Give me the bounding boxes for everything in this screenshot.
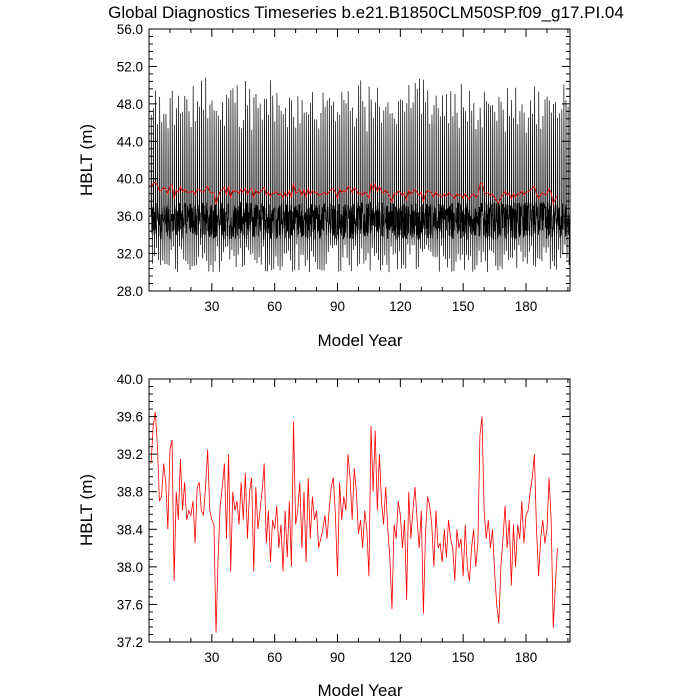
top-panel: 30 60 90 120 150 180 28.0 32.0 36.0 40.0 44.0 48.0 5…	[77, 22, 571, 350]
bottom-plot-frame	[148, 378, 571, 643]
bottom-x-tick-label: 150	[452, 650, 475, 665]
top-series-annual-mean-line	[150, 181, 558, 205]
bottom-x-tick-label: 120	[389, 650, 412, 665]
top-plot-lines	[150, 77, 570, 273]
top-y-tick-label: 52.0	[117, 59, 143, 74]
bottom-y-tick-label: 38.0	[117, 560, 143, 575]
bottom-x-axis-label: Model Year	[317, 681, 402, 700]
top-y-axis-label: HBLT (m)	[77, 124, 96, 196]
top-y-tick-label: 44.0	[117, 134, 143, 149]
bottom-y-tick-label: 39.6	[117, 410, 143, 425]
top-y-tick-label: 28.0	[117, 284, 143, 299]
bottom-plot-lines	[150, 411, 558, 633]
bottom-x-tick-label: 60	[267, 650, 282, 665]
top-y-tick-label: 32.0	[117, 247, 143, 262]
top-y-tick-label: 36.0	[117, 209, 143, 224]
bottom-y-tick-label: 40.0	[117, 372, 143, 387]
bottom-panel: 30 60 90 120 150 180 37.2 37.6 38.0 38.4 38.8 39.2 3…	[77, 372, 571, 700]
bottom-x-tick-label: 30	[204, 650, 219, 665]
bottom-tick-labels: 30 60 90 120 150 180 37.2 37.6 38.0 38.4 38.8 39.2 3…	[117, 372, 538, 665]
bottom-x-tick-label: 180	[515, 650, 538, 665]
top-x-tick-label: 120	[389, 299, 412, 314]
top-y-tick-label: 56.0	[117, 22, 143, 37]
top-x-tick-label: 150	[452, 299, 475, 314]
chart-title: Global Diagnostics Timeseries b.e21.B185…	[108, 3, 624, 22]
bottom-x-tick-label: 90	[330, 650, 345, 665]
top-plot-frame	[148, 28, 571, 292]
top-x-axis-label: Model Year	[317, 331, 402, 350]
top-axes	[148, 28, 571, 292]
bottom-axes	[148, 378, 571, 643]
bottom-y-tick-label: 38.8	[117, 485, 143, 500]
bottom-y-axis-label: HBLT (m)	[77, 474, 96, 546]
top-x-tick-label: 60	[267, 299, 282, 314]
bottom-y-tick-label: 37.2	[117, 635, 143, 650]
top-series-monthly-line	[150, 77, 570, 273]
top-tick-labels: 30 60 90 120 150 180 28.0 32.0 36.0 40.0 44.0 48.0 5…	[117, 22, 538, 314]
top-y-tick-label: 48.0	[117, 97, 143, 112]
bottom-y-tick-label: 38.4	[117, 522, 144, 537]
top-x-tick-label: 180	[515, 299, 538, 314]
bottom-y-tick-label: 37.6	[117, 597, 143, 612]
top-x-tick-label: 90	[330, 299, 345, 314]
top-y-tick-label: 40.0	[117, 172, 143, 187]
top-x-tick-label: 30	[204, 299, 219, 314]
bottom-series-annual-mean-line	[150, 411, 558, 633]
bottom-y-tick-label: 39.2	[117, 447, 143, 462]
